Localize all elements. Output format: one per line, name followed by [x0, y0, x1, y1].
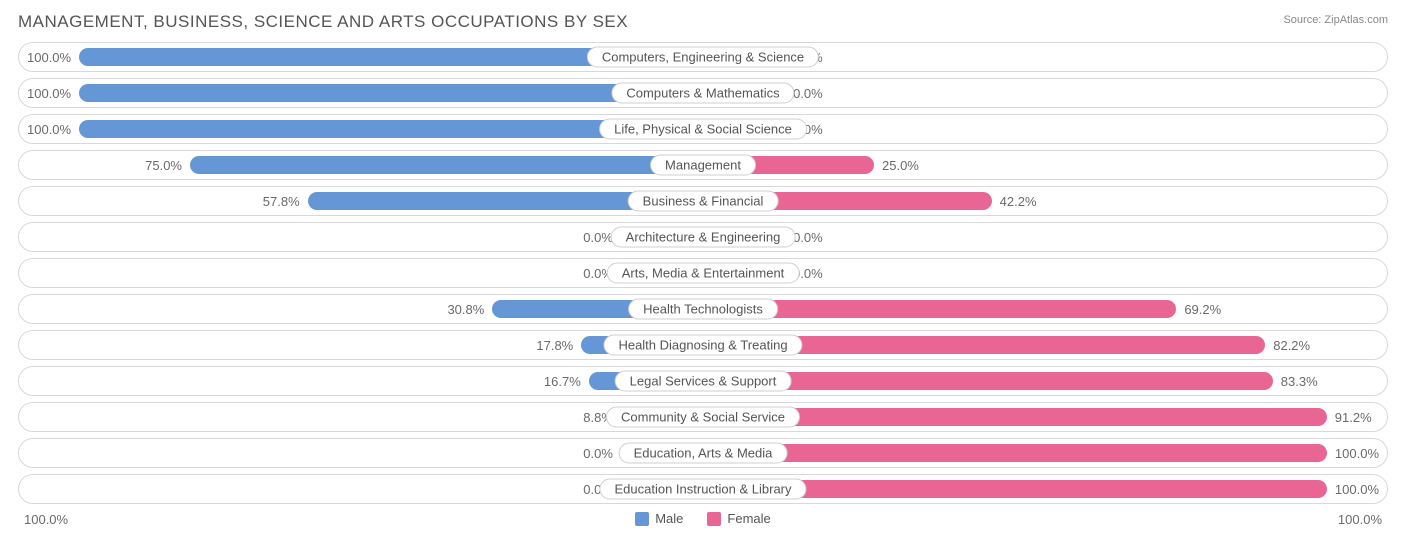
female-pct: 42.2% — [992, 194, 1045, 209]
male-bar — [79, 84, 703, 102]
category-label: Arts, Media & Entertainment — [607, 263, 800, 284]
female-swatch-icon — [707, 512, 721, 526]
female-pct: 91.2% — [1327, 410, 1380, 425]
category-label: Computers & Mathematics — [611, 83, 794, 104]
category-label: Life, Physical & Social Science — [599, 119, 807, 140]
category-label: Education, Arts & Media — [619, 443, 788, 464]
chart-row: 30.8% 69.2% Health Technologists — [18, 294, 1388, 324]
male-pct: 57.8% — [255, 194, 308, 209]
male-pct: 100.0% — [19, 122, 79, 137]
legend: Male Female — [18, 511, 1388, 526]
female-pct: 100.0% — [1327, 482, 1387, 497]
chart-row: 0.0%100.0%Education Instruction & Librar… — [18, 474, 1388, 504]
legend-female-label: Female — [727, 511, 770, 526]
male-pct: 16.7% — [536, 374, 589, 389]
category-label: Education Instruction & Library — [599, 479, 806, 500]
chart-row: 100.0%0.0%Computers & Mathematics — [18, 78, 1388, 108]
male-pct: 75.0% — [137, 158, 190, 173]
chart-row: 100.0%0.0%Life, Physical & Social Scienc… — [18, 114, 1388, 144]
male-pct: 0.0% — [575, 446, 621, 461]
diverging-bar-chart: 100.0% 0.0% Computers, Engineering & Scien… — [18, 42, 1388, 504]
male-pct: 100.0% — [19, 50, 79, 65]
female-pct: 69.2% — [1176, 302, 1229, 317]
female-pct: 83.3% — [1273, 374, 1326, 389]
chart-row: 17.8% 82.2% Health Diagnosing & Treating — [18, 330, 1388, 360]
female-pct: 82.2% — [1265, 338, 1318, 353]
chart-row: 0.0%0.0%Architecture & Engineering — [18, 222, 1388, 252]
male-pct: 100.0% — [19, 86, 79, 101]
female-pct: 25.0% — [874, 158, 927, 173]
male-pct: 30.8% — [439, 302, 492, 317]
legend-male-label: Male — [655, 511, 683, 526]
chart-row: 75.0% 25.0% Management — [18, 150, 1388, 180]
male-swatch-icon — [635, 512, 649, 526]
category-label: Computers, Engineering & Science — [587, 47, 819, 68]
axis-right-label: 100.0% — [1338, 512, 1382, 527]
legend-male: Male — [635, 511, 683, 526]
category-label: Architecture & Engineering — [611, 227, 796, 248]
chart-row: 16.7% 83.3% Legal Services & Support — [18, 366, 1388, 396]
chart-row: 0.0%0.0%Arts, Media & Entertainment — [18, 258, 1388, 288]
category-label: Community & Social Service — [606, 407, 800, 428]
chart-title: MANAGEMENT, BUSINESS, SCIENCE AND ARTS O… — [18, 12, 628, 32]
category-label: Health Technologists — [628, 299, 778, 320]
chart-row: 0.0% 100.0% Education, Arts & Media — [18, 438, 1388, 468]
female-pct: 100.0% — [1327, 446, 1387, 461]
chart-row: 8.8%91.2%Community & Social Service — [18, 402, 1388, 432]
category-label: Management — [650, 155, 756, 176]
category-label: Business & Financial — [628, 191, 779, 212]
male-pct: 17.8% — [528, 338, 581, 353]
legend-female: Female — [707, 511, 770, 526]
category-label: Legal Services & Support — [615, 371, 792, 392]
axis-left-label: 100.0% — [24, 512, 68, 527]
category-label: Health Diagnosing & Treating — [603, 335, 802, 356]
female-bar — [703, 444, 1327, 462]
chart-source: Source: ZipAtlas.com — [1283, 14, 1388, 26]
chart-row: 100.0%0.0%Computers, Engineering & Scien… — [18, 42, 1388, 72]
chart-row: 57.8% 42.2% Business & Financial — [18, 186, 1388, 216]
chart-header: MANAGEMENT, BUSINESS, SCIENCE AND ARTS O… — [18, 12, 1388, 32]
male-bar — [190, 156, 703, 174]
